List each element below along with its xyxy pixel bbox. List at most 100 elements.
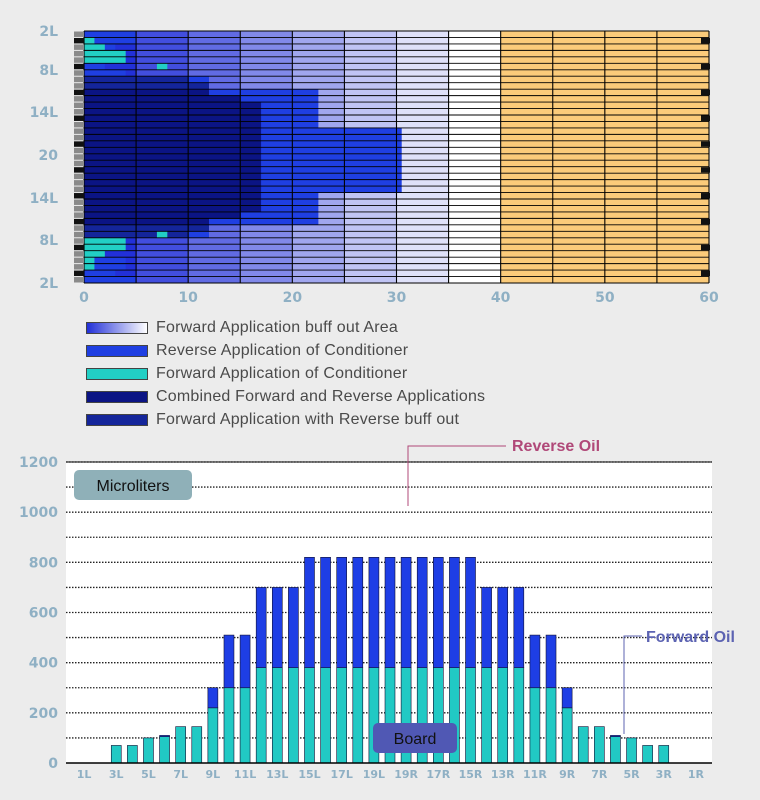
combined-cell <box>84 199 262 206</box>
right-marker <box>701 193 710 199</box>
left-marker <box>74 160 84 167</box>
y-tick-labels: 0 200 400 600 800 1000 1200 <box>19 455 58 772</box>
bar-x-tick-label: 9L <box>206 768 221 781</box>
left-marker <box>74 115 84 121</box>
x-tick-label: 0 <box>79 290 89 306</box>
legend-item-combined: Combined Forward and Reverse Application… <box>86 385 485 408</box>
forward-conditioner-cell <box>84 37 95 44</box>
row-labels: 2L 8L 14L 20 14L 8L 2L <box>30 24 59 292</box>
bar-reverse-oil <box>336 557 347 668</box>
combined-cell <box>84 186 262 193</box>
legend-swatch-reverse-conditioner <box>86 344 148 357</box>
left-marker <box>74 186 84 193</box>
bar-x-tick-label: 7R <box>591 768 608 781</box>
heatmap-legend: Forward Application buff out Area Revers… <box>86 316 485 431</box>
y-tick-label: 1000 <box>19 505 58 521</box>
x-tick-label: 10 <box>178 290 198 306</box>
y-tick-label: 400 <box>29 656 58 672</box>
bar-reverse-oil <box>545 634 557 689</box>
left-marker <box>74 244 84 251</box>
right-marker <box>701 63 710 70</box>
bar-forward-oil <box>255 667 267 764</box>
bar-forward-oil <box>320 667 331 764</box>
bar-x-tick-label: 13R <box>491 768 515 781</box>
bar-x-tick-label: 17L <box>331 768 353 781</box>
forward-conditioner-cell <box>84 43 105 51</box>
board-label: Board <box>394 731 437 748</box>
left-marker <box>74 121 84 128</box>
bar-forward-oil <box>191 726 203 764</box>
bar-reverse-oil <box>433 557 444 668</box>
bar-reverse-oil <box>304 557 315 668</box>
left-marker <box>74 277 84 283</box>
legend-swatch-forward-conditioner <box>86 367 148 380</box>
right-marker <box>701 270 710 277</box>
bar-reverse-oil <box>223 634 235 689</box>
bar-forward-oil <box>626 737 637 764</box>
right-marker <box>701 244 710 251</box>
reverse-conditioner-cell <box>84 263 126 271</box>
bar-reverse-oil <box>449 557 460 668</box>
bar-forward-oil <box>642 745 653 764</box>
bar-forward-oil <box>159 736 170 764</box>
bar-reverse-oil <box>207 687 219 709</box>
bar-forward-oil <box>513 667 525 764</box>
legend-label-forward-reverse-buff: Forward Application with Reverse buff ou… <box>156 410 460 428</box>
combined-cell <box>84 205 262 212</box>
bar-forward-oil <box>658 745 670 764</box>
combined-cell <box>84 173 262 180</box>
bar-forward-oil <box>223 687 235 764</box>
legend-swatch-buff-out <box>86 321 148 334</box>
x-tick-labels: 0 10 20 30 40 50 60 <box>79 290 719 306</box>
bar-reverse-oil <box>416 557 428 668</box>
bar-x-tick-label: 19L <box>363 768 385 781</box>
combined-cell <box>84 134 262 141</box>
legend-label-forward-conditioner: Forward Application of Conditioner <box>156 364 408 382</box>
y-tick-label: 1200 <box>19 455 58 471</box>
bar-x-tick-label: 9R <box>559 768 576 781</box>
left-marker <box>74 83 84 89</box>
bar-reverse-oil <box>610 735 621 737</box>
bar-reverse-oil <box>255 587 267 668</box>
reverse-oil-leader <box>407 445 506 506</box>
left-marker <box>74 193 84 199</box>
right-marker <box>701 218 710 225</box>
bar-forward-oil <box>352 667 364 764</box>
legend-item-buff-out: Forward Application buff out Area <box>86 316 485 339</box>
board-box <box>373 723 457 753</box>
combined-cell <box>84 160 262 167</box>
left-marker <box>74 147 84 154</box>
forward-conditioner-cell <box>156 63 168 70</box>
left-marker <box>74 180 84 186</box>
bar-reverse-oil <box>288 587 299 668</box>
bar-reverse-oil <box>271 587 283 668</box>
combined-cell <box>84 179 262 187</box>
combined-cell <box>84 218 209 225</box>
bar-forward-oil <box>304 667 315 764</box>
legend-item-forward-reverse-buff: Forward Application with Reverse buff ou… <box>86 408 485 431</box>
row-label: 8L <box>39 233 58 249</box>
row-label: 14L <box>30 105 58 121</box>
forward-reverse-buff-cell <box>84 82 209 90</box>
legend-label-reverse-conditioner: Reverse Application of Conditioner <box>156 341 409 359</box>
combined-cell <box>84 140 262 148</box>
reverse-conditioner-cell <box>84 31 137 38</box>
buff-out-band <box>448 31 501 283</box>
right-marker <box>701 167 710 173</box>
left-marker <box>74 212 84 218</box>
bar-x-tick-label: 3L <box>109 768 124 781</box>
legend-swatch-forward-reverse-buff <box>86 413 148 426</box>
bar-forward-oil <box>239 687 251 764</box>
bar-x-tick-label: 15R <box>459 768 483 781</box>
combined-cell <box>84 95 241 103</box>
left-marker <box>74 154 84 160</box>
forward-conditioner-cell <box>156 231 168 238</box>
microliters-box <box>74 470 192 500</box>
x-tick-label: 30 <box>387 290 407 306</box>
forward-conditioner-cell <box>84 56 126 64</box>
bar-forward-oil <box>271 667 283 764</box>
left-marker <box>74 199 84 205</box>
right-marker <box>701 89 710 96</box>
left-marker <box>74 128 84 134</box>
combined-cell <box>84 108 262 115</box>
